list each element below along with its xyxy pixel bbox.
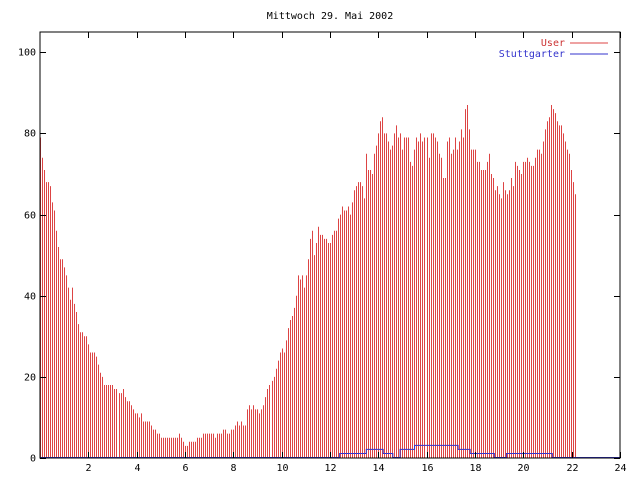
legend: User Stuttgarter <box>499 38 608 60</box>
x-tick-label: 16 <box>421 463 433 474</box>
x-tick-label: 18 <box>469 463 481 474</box>
x-tick-label: 22 <box>566 463 578 474</box>
x-tick-label: 24 <box>614 463 626 474</box>
y-axis: 0 20 40 60 80 100 <box>18 48 620 465</box>
series-stuttgarter-line <box>40 444 620 458</box>
y-tick-label: 80 <box>24 129 36 140</box>
x-tick-label: 2 <box>85 463 91 474</box>
x-tick-label: 6 <box>182 463 188 474</box>
stuttgarter-line <box>40 444 620 458</box>
y-tick-label: 40 <box>24 292 36 303</box>
chart-title: Mittwoch 29. Mai 2002 <box>267 11 393 22</box>
x-axis: 2 4 6 8 10 12 14 16 18 20 22 24 <box>85 32 627 474</box>
y-tick-label: 100 <box>18 48 36 59</box>
x-tick-label: 4 <box>134 463 140 474</box>
x-tick-label: 10 <box>276 463 288 474</box>
x-tick-label: 12 <box>324 463 336 474</box>
x-tick-label: 8 <box>230 463 236 474</box>
x-tick-label: 14 <box>372 463 384 474</box>
y-tick-label: 20 <box>24 373 36 384</box>
series-user-bars <box>40 105 576 458</box>
y-tick-label: 60 <box>24 211 36 222</box>
legend-label-user: User <box>541 38 565 49</box>
y-tick-label: 0 <box>30 454 36 465</box>
x-tick-label: 20 <box>517 463 529 474</box>
legend-label-stuttgarter: Stuttgarter <box>499 49 565 60</box>
